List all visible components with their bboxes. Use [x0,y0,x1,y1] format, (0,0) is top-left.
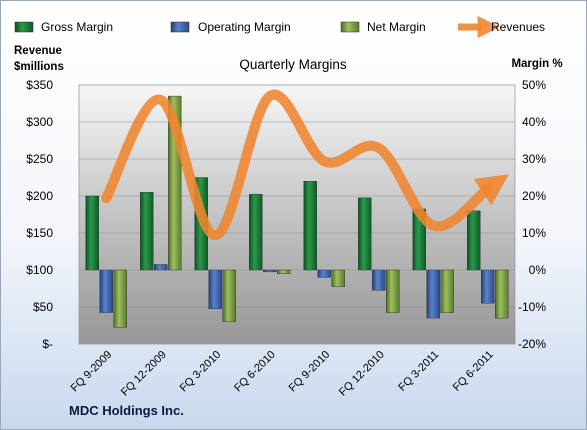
right-axis-label: Margin % [511,58,562,70]
company-name: MDC Holdings Inc. [69,403,184,418]
bar-operating-margin [208,269,222,310]
left-tick-label: $- [42,337,53,351]
bar-operating-margin [372,269,386,291]
legend-swatch-net-margin [340,21,360,33]
bar-gross-margin [85,195,99,271]
left-tick-label: $350 [26,78,53,92]
left-axis-label-line: Revenue [14,45,62,57]
right-tick-label: 40% [522,115,546,129]
x-tick-label: FQ 3-2010 [178,349,224,395]
legend-label-revenues: Revenues [491,20,545,34]
right-tick-label: 10% [522,226,546,240]
left-tick-label: $100 [26,263,53,277]
bar-gross-margin [467,210,481,271]
left-axis-label-line: $millions [14,61,64,73]
legend: Gross Margin Operating Margin Net Margin Re… [14,15,545,39]
revenue-line-layer [101,89,509,241]
right-tick-label: -20% [518,337,546,351]
bar-net-margin [331,269,345,287]
bar-operating-margin [263,269,277,273]
legend-label-net-margin: Net Margin [367,20,426,34]
chart-title: Quarterly Margins [239,57,347,72]
bar-net-margin [113,269,127,328]
legend-swatch-gross-margin [14,21,34,33]
bar-net-margin [440,269,454,313]
left-tick-label: $50 [33,300,53,314]
bar-gross-margin [358,197,372,271]
bar-gross-margin [249,193,263,271]
bar-net-margin [495,269,509,319]
left-tick-label: $200 [26,189,53,203]
x-tick-label: FQ 12-2010 [337,349,387,399]
legend-label-gross-margin: Gross Margin [41,20,113,34]
x-tick-label: FQ 9-2009 [69,349,115,395]
bar-net-margin [386,269,400,313]
bar-gross-margin [303,180,317,271]
right-axis-ticks: -20% -10% 0% 10% 20% 30% 40% 50% [518,78,546,351]
left-axis-ticks: $- $50 $100 $150 $200 $250 $300 $350 [26,78,53,351]
right-tick-label: 30% [522,152,546,166]
bar-net-margin [277,269,291,274]
bar-operating-margin [317,269,331,278]
bar-operating-margin [99,269,113,313]
bar-gross-margin [140,192,154,271]
bar-operating-margin [481,269,495,304]
x-tick-label: FQ 6-2010 [232,349,278,395]
legend-label-operating-margin: Operating Margin [198,20,291,34]
x-tick-label: FQ 12-2009 [119,349,169,399]
bar-operating-margin [426,269,440,319]
left-tick-label: $300 [26,115,53,129]
right-tick-label: 0% [529,263,547,277]
x-axis-ticks: FQ 9-2009 FQ 12-2009 FQ 3-2010 FQ 6-2010 FQ … [69,349,496,399]
right-tick-label: -10% [518,300,546,314]
x-tick-label: FQ 3-2011 [396,349,441,394]
bar-net-margin [222,269,236,322]
right-tick-label: 20% [522,189,546,203]
left-tick-label: $250 [26,152,53,166]
revenue-line [101,89,509,241]
left-axis-label: Revenue $millions [14,45,64,73]
legend-swatch-operating-margin [170,21,190,33]
bar-operating-margin [154,264,168,271]
x-tick-label: FQ 9-2010 [287,349,333,395]
x-tick-label: FQ 6-2011 [451,349,496,394]
left-tick-label: $150 [26,226,53,240]
right-tick-label: 50% [522,78,546,92]
